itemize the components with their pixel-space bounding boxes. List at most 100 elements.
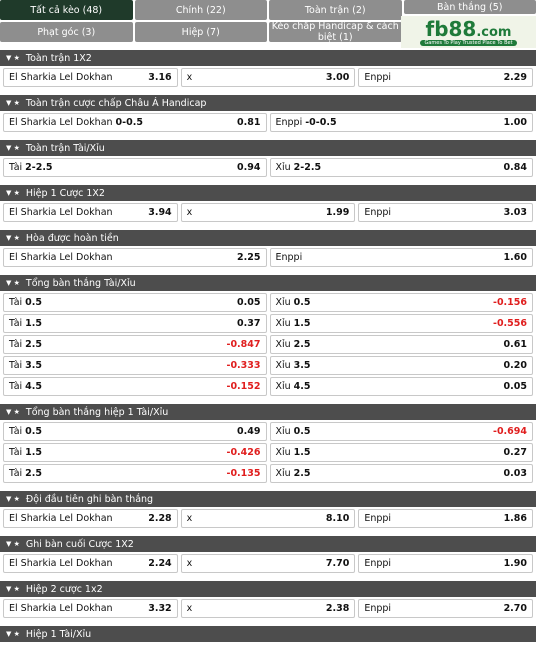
odds-cell[interactable]: Tài 1.5 0.37 bbox=[3, 314, 267, 333]
market-header[interactable]: ▼ ★ Đội đầu tiên ghi bàn thắng bbox=[0, 491, 536, 507]
odds-cell[interactable]: Xỉu 0.5 -0.694 bbox=[269, 422, 533, 441]
odds-cell[interactable]: Tài 0.5 0.49 bbox=[3, 422, 267, 441]
odds-cell[interactable]: x 8.10 bbox=[180, 509, 356, 528]
tab[interactable]: Tất cả kèo (48) bbox=[0, 0, 133, 20]
market-header[interactable]: ▼ ★ Hòa được hoàn tiền bbox=[0, 230, 536, 246]
odds-value: 3.00 bbox=[325, 72, 350, 83]
market-header[interactable]: ▼ ★ Toàn trận 1X2 bbox=[0, 50, 536, 66]
odds-row: Tài 0.5 0.05 Xỉu 0.5 -0.156 bbox=[0, 293, 536, 312]
odds-row: El Sharkia Lel Dokhan 2.28 x 8.10 Enppi 1.86 bbox=[0, 509, 536, 528]
selection-name: Enppi bbox=[364, 207, 392, 218]
selection-name: Xỉu bbox=[275, 162, 291, 173]
odds-cell[interactable]: x 7.70 bbox=[180, 554, 356, 573]
tab[interactable]: Phạt góc (3) bbox=[0, 22, 133, 42]
market-header[interactable]: ▼ ★ Tổng bàn thắng Tài/Xỉu bbox=[0, 275, 536, 291]
selection-name: Enppi bbox=[364, 72, 392, 83]
odds-cell[interactable]: Enppi 2.70 bbox=[358, 599, 534, 618]
odds-value: 0.49 bbox=[237, 426, 261, 437]
market-title: Ghi bàn cuối Cược 1X2 bbox=[25, 538, 134, 550]
odds-cell[interactable]: El Sharkia Lel Dokhan 2.28 bbox=[3, 509, 178, 528]
odds-cell[interactable]: El Sharkia Lel Dokhan 3.16 bbox=[3, 68, 178, 87]
odds-value: -0.556 bbox=[493, 318, 527, 329]
odds-row: Tài 1.5 0.37 Xỉu 1.5 -0.556 bbox=[0, 314, 536, 333]
odds-cell[interactable]: Tài 2.5 -0.135 bbox=[3, 464, 267, 483]
odds-value: 7.70 bbox=[325, 558, 350, 569]
header-icons: ▼ ★ bbox=[6, 495, 20, 503]
selection: El Sharkia Lel Dokhan bbox=[9, 207, 113, 218]
header-icons: ▼ ★ bbox=[6, 279, 20, 287]
tab[interactable]: Chính (22) bbox=[134, 0, 267, 20]
odds-cell[interactable]: Tài 2.5 -0.847 bbox=[3, 335, 267, 354]
selection: Xỉu 1.5 bbox=[276, 318, 311, 329]
odds-cell[interactable]: Xỉu 3.5 0.20 bbox=[269, 356, 533, 375]
market-header[interactable]: ▼ ★ Toàn trận cược chấp Châu Á Handicap bbox=[0, 95, 536, 111]
odds-cell[interactable]: Enppi 2.29 bbox=[358, 68, 534, 87]
market-title: Toàn trận 1X2 bbox=[25, 52, 92, 64]
odds-cell[interactable]: Tài 3.5 -0.333 bbox=[3, 356, 267, 375]
selection: Tài 2-2.5 bbox=[9, 162, 53, 173]
selection-line: 2-2.5 bbox=[293, 162, 322, 173]
odds-row: El Sharkia Lel Dokhan 2.24 x 7.70 Enppi 1.90 bbox=[0, 554, 536, 573]
odds-value: 0.94 bbox=[237, 162, 261, 173]
market-header[interactable]: ▼ ★ Ghi bàn cuối Cược 1X2 bbox=[0, 536, 536, 552]
market-title: Toàn trận Tài/Xỉu bbox=[25, 142, 105, 154]
selection-line: 0.5 bbox=[25, 426, 42, 437]
selection: Xỉu 2.5 bbox=[276, 339, 311, 350]
market-title: Hiệp 1 Tài/Xỉu bbox=[25, 628, 92, 640]
odds-cell[interactable]: Enppi -0-0.5 1.00 bbox=[269, 113, 533, 132]
odds-cell[interactable]: x 3.00 bbox=[180, 68, 356, 87]
odds-cell[interactable]: Xỉu 1.5 0.27 bbox=[269, 443, 533, 462]
odds-cell[interactable]: Xỉu 2-2.5 0.84 bbox=[269, 158, 533, 177]
odds-cell[interactable]: Xỉu 0.5 -0.156 bbox=[269, 293, 533, 312]
selection-name: Enppi bbox=[364, 513, 392, 524]
odds-cell[interactable]: Enppi 3.03 bbox=[358, 203, 534, 222]
market-section: ▼ ★ Đội đầu tiên ghi bàn thắng El Sharkia … bbox=[0, 491, 536, 528]
odds-cell[interactable]: El Sharkia Lel Dokhan 3.32 bbox=[3, 599, 178, 618]
odds-cell[interactable]: Enppi 1.86 bbox=[358, 509, 534, 528]
header-icons: ▼ ★ bbox=[6, 234, 20, 242]
odds-cell[interactable]: Xỉu 1.5 -0.556 bbox=[269, 314, 533, 333]
odds-cell[interactable]: El Sharkia Lel Dokhan 2.24 bbox=[3, 554, 178, 573]
odds-cell[interactable]: Xỉu 2.5 0.61 bbox=[269, 335, 533, 354]
odds-cell[interactable]: x 2.38 bbox=[180, 599, 356, 618]
tab[interactable]: Toàn trận (2) bbox=[269, 0, 402, 20]
odds-cell[interactable]: Enppi 1.90 bbox=[358, 554, 534, 573]
odds-cell[interactable]: x 1.99 bbox=[180, 203, 356, 222]
market-title: Hiệp 1 Cược 1X2 bbox=[25, 187, 105, 199]
market-header[interactable]: ▼ ★ Hiệp 1 Tài/Xỉu bbox=[0, 626, 536, 642]
tab[interactable]: Kèo chấp Handicap & cách biệt (1) bbox=[269, 21, 402, 43]
selection: Enppi bbox=[364, 603, 391, 614]
odds-cell[interactable]: Tài 4.5 -0.152 bbox=[3, 377, 267, 396]
market-header[interactable]: ▼ ★ Hiệp 1 Cược 1X2 bbox=[0, 185, 536, 201]
market-header[interactable]: ▼ ★ Hiệp 2 cược 1x2 bbox=[0, 581, 536, 597]
odds-cell[interactable]: El Sharkia Lel Dokhan 0-0.5 0.81 bbox=[3, 113, 267, 132]
odds-value: 2.24 bbox=[148, 558, 172, 569]
selection: Xỉu 0.5 bbox=[276, 426, 311, 437]
odds-cell[interactable]: El Sharkia Lel Dokhan 2.25 bbox=[3, 248, 267, 267]
odds-cell[interactable]: El Sharkia Lel Dokhan 3.94 bbox=[3, 203, 178, 222]
selection-name: Enppi bbox=[364, 558, 392, 569]
odds-cell[interactable]: Tài 2-2.5 0.94 bbox=[3, 158, 267, 177]
selection-line: 2.5 bbox=[25, 468, 42, 479]
selection-name: Xỉu bbox=[275, 381, 291, 392]
selection: x bbox=[187, 207, 193, 218]
odds-row: Tài 2.5 -0.847 Xỉu 2.5 0.61 bbox=[0, 335, 536, 354]
market-header[interactable]: ▼ ★ Toàn trận Tài/Xỉu bbox=[0, 140, 536, 156]
selection-line: 1.5 bbox=[25, 447, 42, 458]
odds-cell[interactable]: Tài 0.5 0.05 bbox=[3, 293, 267, 312]
market-title: Đội đầu tiên ghi bàn thắng bbox=[25, 493, 154, 505]
market-header[interactable]: ▼ ★ Tổng bàn thắng hiệp 1 Tài/Xỉu bbox=[0, 404, 536, 420]
market-section: ▼ ★ Hiệp 1 Cược 1X2 El Sharkia Lel Dokhan 3… bbox=[0, 185, 536, 222]
tab[interactable]: Bàn thắng (5) bbox=[403, 0, 536, 14]
odds-cell[interactable]: Xỉu 2.5 0.03 bbox=[269, 464, 533, 483]
odds-cell[interactable]: Tài 1.5 -0.426 bbox=[3, 443, 267, 462]
tab[interactable]: Hiệp (7) bbox=[134, 22, 267, 42]
market-section: ▼ ★ Toàn trận Tài/Xỉu Tài 2-2.5 0.94 Xỉu 2-2.5… bbox=[0, 140, 536, 177]
odds-cell[interactable]: Enppi 1.60 bbox=[269, 248, 533, 267]
odds-value: -0.152 bbox=[226, 381, 261, 392]
selection-name: Tài bbox=[9, 297, 23, 308]
selection-name: El Sharkia Lel Dokhan bbox=[9, 252, 113, 263]
odds-value: 2.28 bbox=[148, 513, 172, 524]
odds-value: -0.156 bbox=[493, 297, 527, 308]
odds-cell[interactable]: Xỉu 4.5 0.05 bbox=[269, 377, 533, 396]
